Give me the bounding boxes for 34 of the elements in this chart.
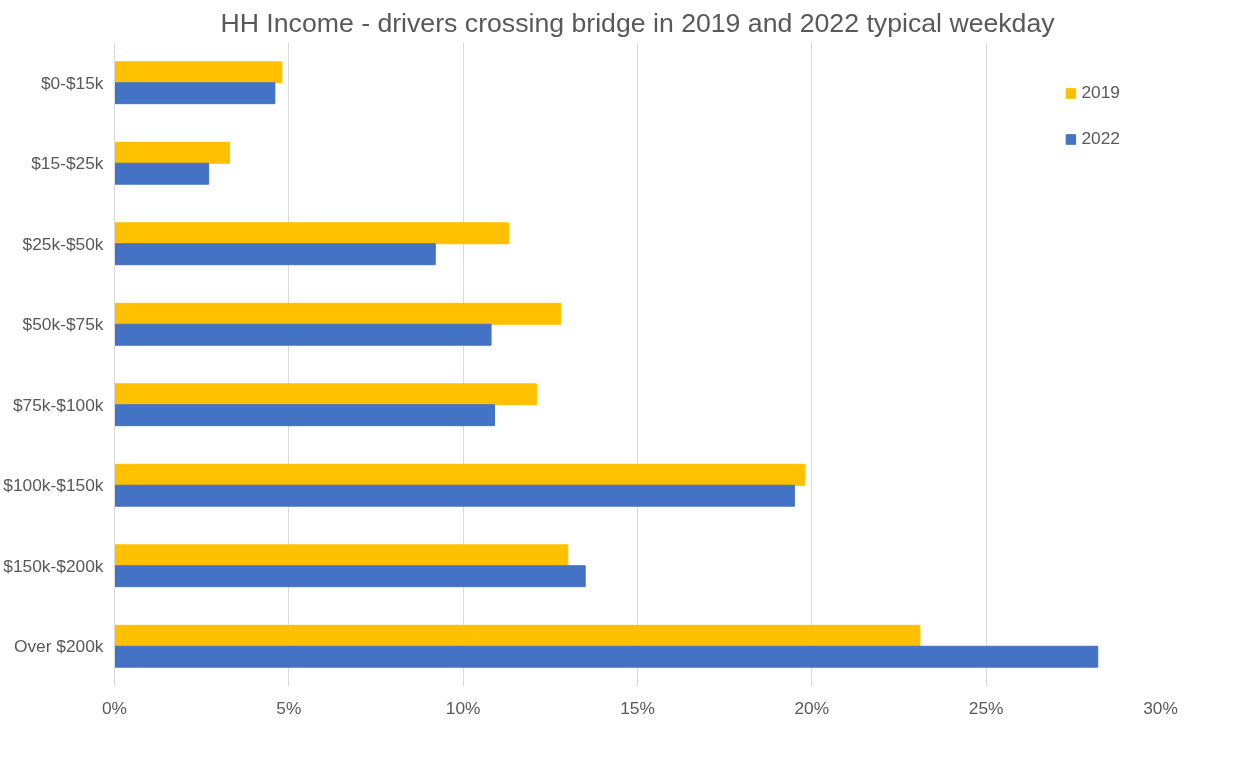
bar — [114, 383, 537, 406]
bar — [114, 243, 436, 266]
bar — [114, 565, 586, 588]
x-tick-label: 25% — [968, 697, 1004, 718]
y-tick-label: $100k-$150k — [3, 475, 104, 496]
bar — [114, 544, 569, 567]
bar — [114, 302, 562, 325]
bar — [114, 61, 283, 84]
bar — [114, 162, 210, 185]
x-tick-label: 20% — [794, 697, 830, 718]
y-tick-label: $50k-$75k — [22, 314, 104, 335]
legend-label: 2019 — [1081, 82, 1120, 103]
legend-label: 2022 — [1081, 128, 1120, 149]
y-tick-label: Over $200k — [13, 636, 104, 657]
x-tick-label: 15% — [620, 697, 655, 718]
chart-title: HH Income - drivers crossing bridge in 2019 and 2022 typical weekday — [220, 7, 1056, 38]
bar — [114, 82, 276, 105]
y-tick-label: $75k-$100k — [12, 394, 104, 415]
y-tick-label: $150k-$200k — [3, 555, 104, 576]
bar — [114, 484, 795, 507]
x-tick-label: 10% — [445, 697, 481, 718]
x-tick-label: 5% — [276, 697, 302, 718]
bar — [114, 624, 921, 647]
x-tick-label: 30% — [1143, 697, 1178, 718]
bar — [114, 323, 492, 346]
x-tick-label: 0% — [101, 697, 128, 718]
bar — [114, 222, 509, 245]
y-tick-label: $15-$25k — [31, 153, 104, 174]
bar — [114, 404, 496, 427]
bar — [114, 645, 1099, 668]
y-tick-label: $0-$15k — [40, 72, 104, 93]
bar — [114, 141, 231, 164]
y-tick-label: $25k-$50k — [22, 233, 104, 254]
bar — [114, 463, 806, 486]
